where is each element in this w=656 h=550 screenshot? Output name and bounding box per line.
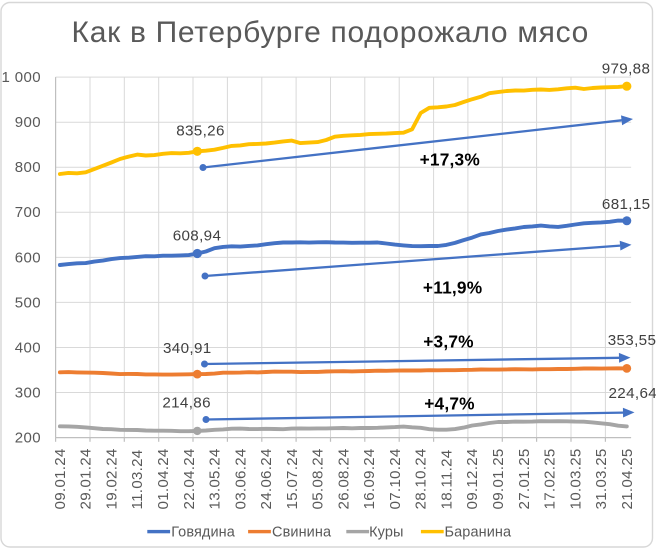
- svg-text:Свинина: Свинина: [272, 525, 332, 541]
- svg-text:214,86: 214,86: [162, 395, 211, 412]
- svg-text:+4,7%: +4,7%: [424, 393, 474, 413]
- svg-text:835,26: 835,26: [176, 122, 225, 139]
- svg-text:340,91: 340,91: [163, 340, 212, 357]
- svg-text:900: 900: [15, 114, 41, 131]
- svg-text:13.05.24: 13.05.24: [207, 448, 224, 509]
- svg-text:29.01.24: 29.01.24: [78, 448, 95, 509]
- svg-text:11.03.24: 11.03.24: [129, 450, 146, 510]
- svg-text:01.04.24: 01.04.24: [155, 448, 172, 509]
- svg-text:19.02.24: 19.02.24: [103, 448, 120, 509]
- svg-text:15.07.24: 15.07.24: [284, 448, 301, 509]
- svg-text:07.10.24: 07.10.24: [387, 448, 404, 509]
- svg-text:Куры: Куры: [369, 525, 403, 541]
- svg-text:Говядина: Говядина: [171, 525, 236, 541]
- svg-text:608,94: 608,94: [173, 228, 222, 245]
- svg-text:500: 500: [15, 294, 41, 311]
- svg-text:10.03.25: 10.03.25: [567, 448, 584, 509]
- svg-text:300: 300: [15, 384, 41, 401]
- svg-text:+11,9%: +11,9%: [423, 278, 482, 298]
- svg-text:Как в Петербурге подорожало мя: Как в Петербурге подорожало мясо: [72, 16, 590, 49]
- svg-text:03.06.24: 03.06.24: [232, 448, 249, 509]
- svg-text:27.01.25: 27.01.25: [516, 448, 533, 509]
- svg-text:21.04.25: 21.04.25: [619, 448, 636, 509]
- svg-text:17.02.25: 17.02.25: [542, 448, 559, 509]
- svg-text:22.04.24: 22.04.24: [181, 448, 198, 509]
- svg-text:31.03.25: 31.03.25: [593, 448, 610, 509]
- svg-text:400: 400: [15, 339, 41, 356]
- svg-text:224,64: 224,64: [609, 385, 656, 402]
- svg-text:600: 600: [15, 249, 41, 266]
- svg-text:+17,3%: +17,3%: [420, 150, 480, 170]
- svg-text:200: 200: [15, 430, 41, 447]
- svg-text:800: 800: [15, 159, 41, 176]
- svg-text:+3,7%: +3,7%: [423, 331, 473, 351]
- svg-text:353,55: 353,55: [608, 332, 656, 349]
- svg-text:Баранина: Баранина: [445, 525, 513, 541]
- svg-text:979,88: 979,88: [602, 61, 651, 78]
- svg-text:09.01.25: 09.01.25: [490, 448, 507, 509]
- svg-text:26.08.24: 26.08.24: [335, 448, 352, 509]
- svg-text:09.12.24: 09.12.24: [464, 448, 481, 509]
- svg-text:1 000: 1 000: [1, 69, 41, 86]
- svg-text:16.09.24: 16.09.24: [361, 448, 378, 509]
- svg-text:681,15: 681,15: [602, 196, 651, 213]
- svg-text:24.06.24: 24.06.24: [258, 448, 275, 509]
- svg-text:05.08.24: 05.08.24: [310, 448, 327, 509]
- svg-text:18.11.24: 18.11.24: [438, 450, 455, 510]
- svg-text:700: 700: [15, 204, 41, 221]
- svg-text:09.01.24: 09.01.24: [52, 448, 69, 509]
- svg-text:28.10.24: 28.10.24: [413, 448, 430, 509]
